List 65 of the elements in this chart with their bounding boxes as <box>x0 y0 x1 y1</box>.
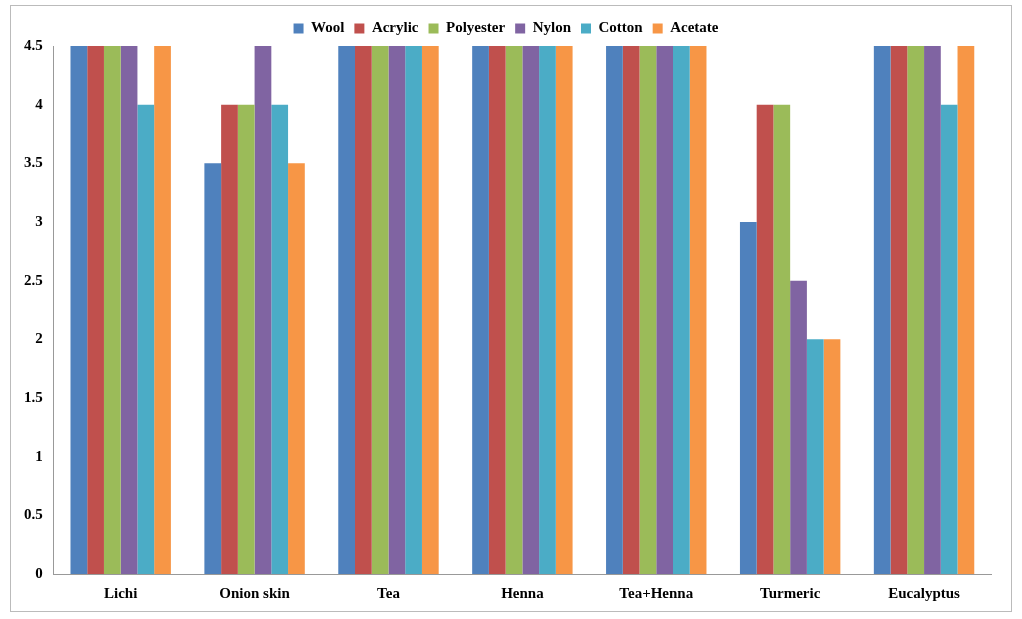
bar <box>388 46 406 574</box>
y-tick-label: 3.5 <box>24 154 43 171</box>
bar <box>639 46 657 574</box>
y-tick-label: 2.5 <box>24 271 43 288</box>
y-tick-label: 1 <box>35 447 43 464</box>
bar <box>204 163 222 574</box>
y-tick-label: 1.5 <box>24 388 43 405</box>
bar <box>137 104 155 574</box>
x-tick-label: Turmeric <box>760 584 821 601</box>
y-tick-label: 4.5 <box>24 36 43 53</box>
bar <box>873 46 891 574</box>
bar <box>790 280 807 574</box>
bar <box>103 46 121 574</box>
bar <box>924 46 941 574</box>
bar <box>472 46 489 574</box>
bar <box>87 46 104 574</box>
x-tick-label: Eucalyptus <box>888 584 961 601</box>
bar <box>488 46 506 574</box>
bar <box>371 46 389 574</box>
bar <box>221 104 238 574</box>
bar <box>254 46 272 574</box>
bar <box>739 222 757 574</box>
legend-label: Acrylic <box>371 19 419 36</box>
y-tick-label: 4 <box>35 95 44 112</box>
legend-label: Nylon <box>532 19 572 36</box>
bar <box>539 46 556 574</box>
bar <box>622 46 640 574</box>
bar <box>656 46 673 574</box>
y-tick-label: 0.5 <box>24 506 43 523</box>
bar <box>505 46 523 574</box>
bar <box>890 46 908 574</box>
y-tick-label: 2 <box>35 330 43 347</box>
bar <box>271 104 289 574</box>
y-tick-label: 3 <box>35 212 43 229</box>
bar <box>806 339 824 574</box>
legend-label: Polyester <box>446 19 506 36</box>
bar <box>957 46 975 574</box>
bar <box>338 46 356 574</box>
x-tick-label: Tea+Henna <box>619 584 694 601</box>
y-tick-label: 0 <box>35 564 43 581</box>
x-tick-label: Tea <box>377 584 401 601</box>
bar <box>522 46 540 574</box>
bar <box>689 46 707 574</box>
bar <box>405 46 422 574</box>
bar <box>237 104 255 574</box>
bar <box>606 46 623 574</box>
bar <box>120 46 138 574</box>
bar <box>555 46 573 574</box>
bar <box>773 104 791 574</box>
bar <box>288 163 305 574</box>
bar <box>756 104 774 574</box>
x-tick-label: Henna <box>501 584 545 601</box>
legend-label: Wool <box>311 19 345 36</box>
x-tick-label: Lichi <box>104 584 138 601</box>
bar <box>907 46 925 574</box>
legend-label: Cotton <box>598 19 644 36</box>
bar <box>355 46 372 574</box>
bar <box>940 104 958 574</box>
legend-label: Acetate <box>670 19 719 36</box>
x-tick-label: Onion skin <box>219 584 291 601</box>
bar <box>421 46 439 574</box>
bar <box>673 46 690 574</box>
bar <box>154 46 171 574</box>
bar <box>70 46 88 574</box>
bar <box>823 339 841 574</box>
